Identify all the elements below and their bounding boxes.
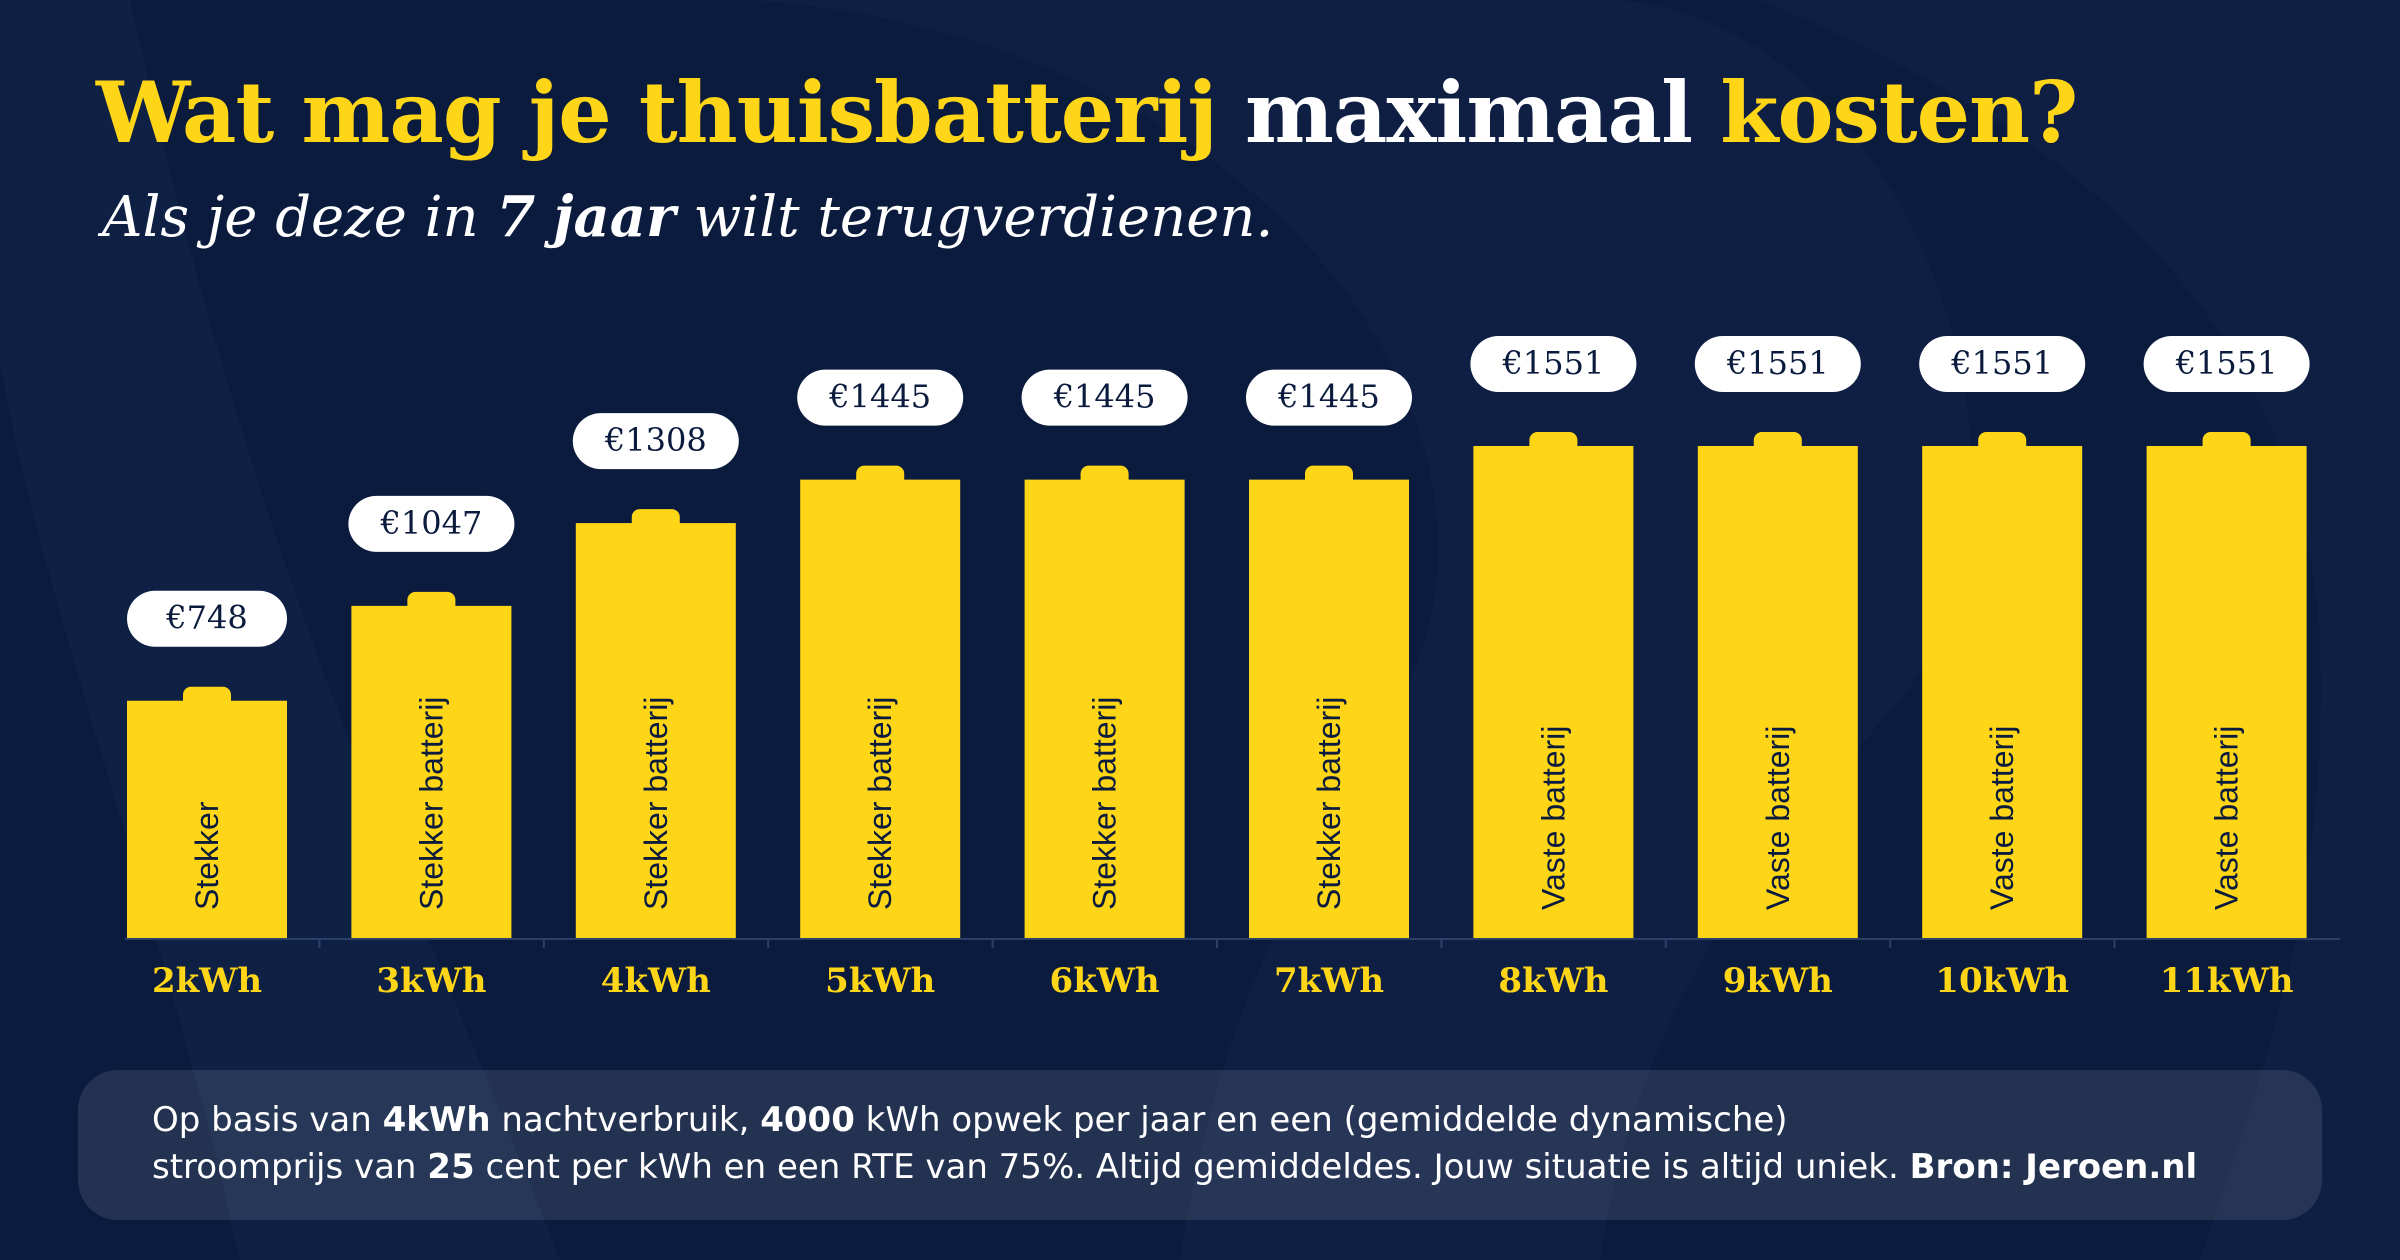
bar-type-label: Stekker batterij [1311, 697, 1347, 910]
footnote-text: kWh opwek per jaar en een (gemiddelde dy… [865, 1100, 1788, 1140]
value-label: €1445 [828, 378, 931, 416]
bar-type-label: Vaste batterij [1535, 726, 1571, 910]
value-pill [127, 590, 287, 647]
bar-chart: Stekker €748 2kWh Stekker batterij €1047 3kWh… [125, 336, 2340, 1001]
bar-type-label: Stekker batterij [638, 697, 674, 910]
category-label: 8kWh [1498, 961, 1608, 1001]
bar [1024, 479, 1185, 938]
category-label: 9kWh [1723, 961, 1833, 1001]
value-label: €1551 [2175, 344, 2278, 382]
subtitle-text-2: wilt terugverdienen. [693, 185, 1274, 250]
footnote-bold: 25 [427, 1147, 475, 1187]
value-pill [348, 495, 515, 552]
footnote-bold: 4kWh [382, 1100, 491, 1140]
bar-type-label: Vaste batterij [1984, 726, 2020, 910]
value-label: €1308 [604, 421, 707, 459]
category-label: 2kWh [152, 961, 262, 1001]
bar-type-label: Stekker batterij [862, 697, 898, 910]
bar-type-label: Stekker [189, 801, 225, 910]
value-label: €1047 [380, 504, 483, 542]
bar-type-label: Stekker batterij [1087, 697, 1123, 910]
page-title: Wat mag je thuisbatterij maximaal kosten… [96, 58, 2078, 168]
footnote-text: nachtverbruik, [501, 1100, 750, 1140]
bar [351, 605, 512, 938]
source-credit: Bron: Jeroen.nl [1909, 1147, 2198, 1187]
category-label: 5kWh [825, 961, 935, 1001]
category-label: 4kWh [601, 961, 711, 1001]
bar [1249, 479, 1409, 938]
footnote-line-1: Op basis van 4kWh nachtverbruik, 4000 kW… [152, 1100, 1788, 1140]
footnote-text: stroomprijs van [152, 1147, 417, 1187]
value-pill [2143, 336, 2310, 392]
subtitle: Als je deze in 7 jaar wilt terugverdiene… [102, 182, 1273, 253]
category-label: 6kWh [1050, 961, 1160, 1001]
value-label: €1551 [1502, 344, 1605, 382]
bar [1697, 446, 1858, 938]
bar [1473, 446, 1634, 938]
bar-type-label: Vaste batterij [2209, 726, 2245, 910]
value-label: €748 [165, 599, 247, 637]
value-label: €1551 [1726, 344, 1829, 382]
value-pill [1694, 336, 1861, 392]
title-part-2: maximaal [1245, 63, 1693, 162]
bar [800, 479, 961, 938]
category-label: 11kWh [2160, 961, 2294, 1001]
category-label: 10kWh [1935, 961, 2069, 1001]
value-label: €1445 [1053, 378, 1156, 416]
subtitle-text-1: Als je deze in [102, 185, 479, 250]
bar [2146, 446, 2307, 938]
footnote-box [78, 1070, 2322, 1220]
category-label: 7kWh [1274, 961, 1384, 1001]
value-pill [1246, 369, 1412, 426]
value-label: €1551 [1950, 344, 2053, 382]
value-pill [1470, 336, 1637, 392]
bar-type-label: Stekker batterij [413, 697, 449, 910]
title-part-3: kosten? [1720, 63, 2078, 162]
bar [575, 523, 736, 938]
subtitle-number: 7 [496, 184, 536, 250]
category-label: 3kWh [376, 961, 486, 1001]
value-pill [797, 369, 964, 426]
bar-type-label: Vaste batterij [1760, 726, 1796, 910]
footnote-line-2: stroomprijs van 25 cent per kWh en een R… [152, 1147, 2197, 1187]
bar [127, 700, 287, 938]
footnote-bold: 4000 [760, 1100, 855, 1140]
value-label: €1445 [1277, 378, 1380, 416]
value-pill [1021, 369, 1188, 426]
bar [1922, 446, 2083, 938]
value-pill [572, 413, 739, 470]
title-part-1: Wat mag je thuisbatterij [96, 63, 1218, 162]
subtitle-unit: jaar [553, 184, 676, 250]
footnote-text: Op basis van [152, 1100, 372, 1140]
value-pill [1919, 336, 2086, 392]
footnote-text: cent per kWh en een RTE van 75%. Altijd … [485, 1147, 1899, 1187]
